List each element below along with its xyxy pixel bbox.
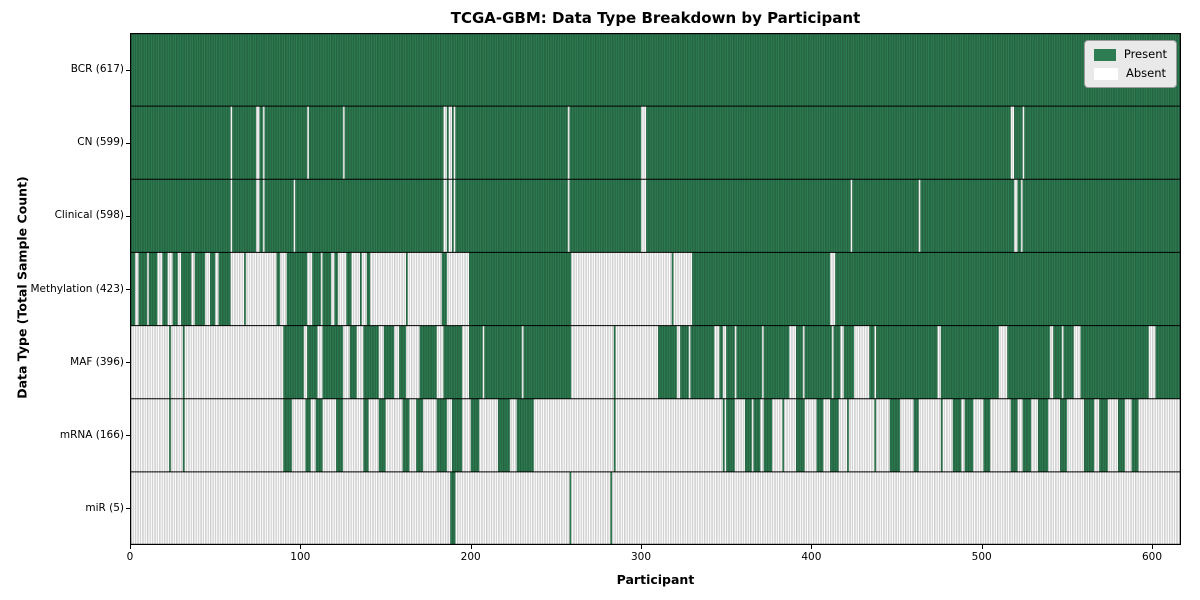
legend-entry-absent: Absent — [1094, 67, 1167, 80]
y-tick-mark — [126, 362, 130, 364]
x-tick-label: 500 — [971, 551, 992, 563]
x-tick-mark — [1152, 545, 1154, 549]
x-tick-label: 300 — [630, 551, 652, 563]
x-tick-label: 200 — [460, 551, 481, 563]
x-tick-mark — [300, 545, 302, 549]
legend-label-absent: Absent — [1126, 66, 1167, 80]
y-tick-mark — [126, 289, 130, 290]
y-tick-mark — [126, 508, 130, 510]
y-tick-mark — [126, 142, 130, 144]
y-tick-label-methylation: Methylation (423) — [30, 282, 124, 295]
y-tick-label-bcr: BCR (617) — [70, 63, 124, 76]
x-tick-mark — [130, 545, 131, 549]
x-tick-label: 600 — [1142, 551, 1163, 563]
presence-matrix — [130, 33, 1181, 545]
y-tick-mark — [126, 215, 130, 217]
y-tick-label-mir: miR (5) — [85, 501, 124, 514]
y-tick-mark — [126, 69, 130, 71]
legend-swatch-present — [1094, 48, 1116, 61]
x-tick-mark — [981, 545, 983, 549]
legend-label-present: Present — [1123, 47, 1167, 61]
chart-title: TCGA-GBM: Data Type Breakdown by Partici… — [450, 9, 861, 27]
y-tick-label-clinical: Clinical (598) — [54, 209, 124, 222]
x-tick-mark — [470, 545, 472, 549]
x-tick-mark — [641, 545, 643, 549]
y-tick-label-cn: CN (599) — [77, 136, 124, 149]
x-tick-label: 0 — [126, 551, 134, 563]
y-tick-label-maf: MAF (396) — [70, 355, 124, 368]
x-tick-label: 400 — [801, 551, 822, 563]
y-tick-label-mrna: mRNA (166) — [59, 428, 124, 441]
x-tick-label: 100 — [290, 551, 311, 563]
legend-entry-present: Present — [1094, 48, 1167, 61]
x-axis-label: Participant — [616, 572, 695, 587]
legend-swatch-absent — [1094, 67, 1118, 80]
y-tick-mark — [126, 435, 130, 437]
plot-area — [130, 33, 1181, 545]
x-tick-mark — [811, 545, 813, 549]
legend: Present Absent — [1084, 40, 1177, 88]
